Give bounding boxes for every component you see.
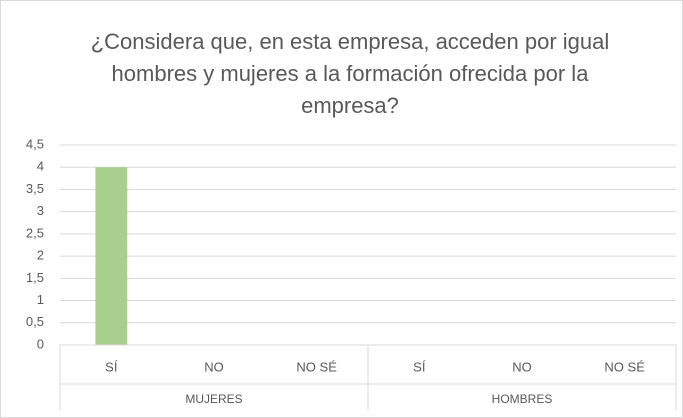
y-tick-label: 0 <box>37 336 44 351</box>
y-tick-label: 4 <box>37 159 44 174</box>
x-tick-label: SÍ <box>105 359 118 374</box>
y-tick-label: 3,5 <box>26 181 44 196</box>
y-tick-label: 4,5 <box>26 136 44 151</box>
x-tick-label: NO SÉ <box>296 359 337 374</box>
y-tick-label: 1,5 <box>26 270 44 285</box>
chart-title: ¿Considera que, en esta empresa, acceden… <box>90 29 610 118</box>
x-tick-label: SÍ <box>413 359 426 374</box>
y-tick-label: 1 <box>37 292 44 307</box>
group-label: MUJERES <box>185 392 242 406</box>
group-label: HOMBRES <box>492 392 553 406</box>
x-tick-label: NO <box>512 359 532 374</box>
y-tick-label: 0,5 <box>26 314 44 329</box>
bar <box>95 167 128 345</box>
x-tick-label: NO <box>204 359 224 374</box>
y-tick-label: 2,5 <box>26 225 44 240</box>
y-tick-label: 3 <box>37 203 44 218</box>
y-tick-label: 2 <box>37 248 44 263</box>
x-tick-label: NO SÉ <box>604 359 645 374</box>
